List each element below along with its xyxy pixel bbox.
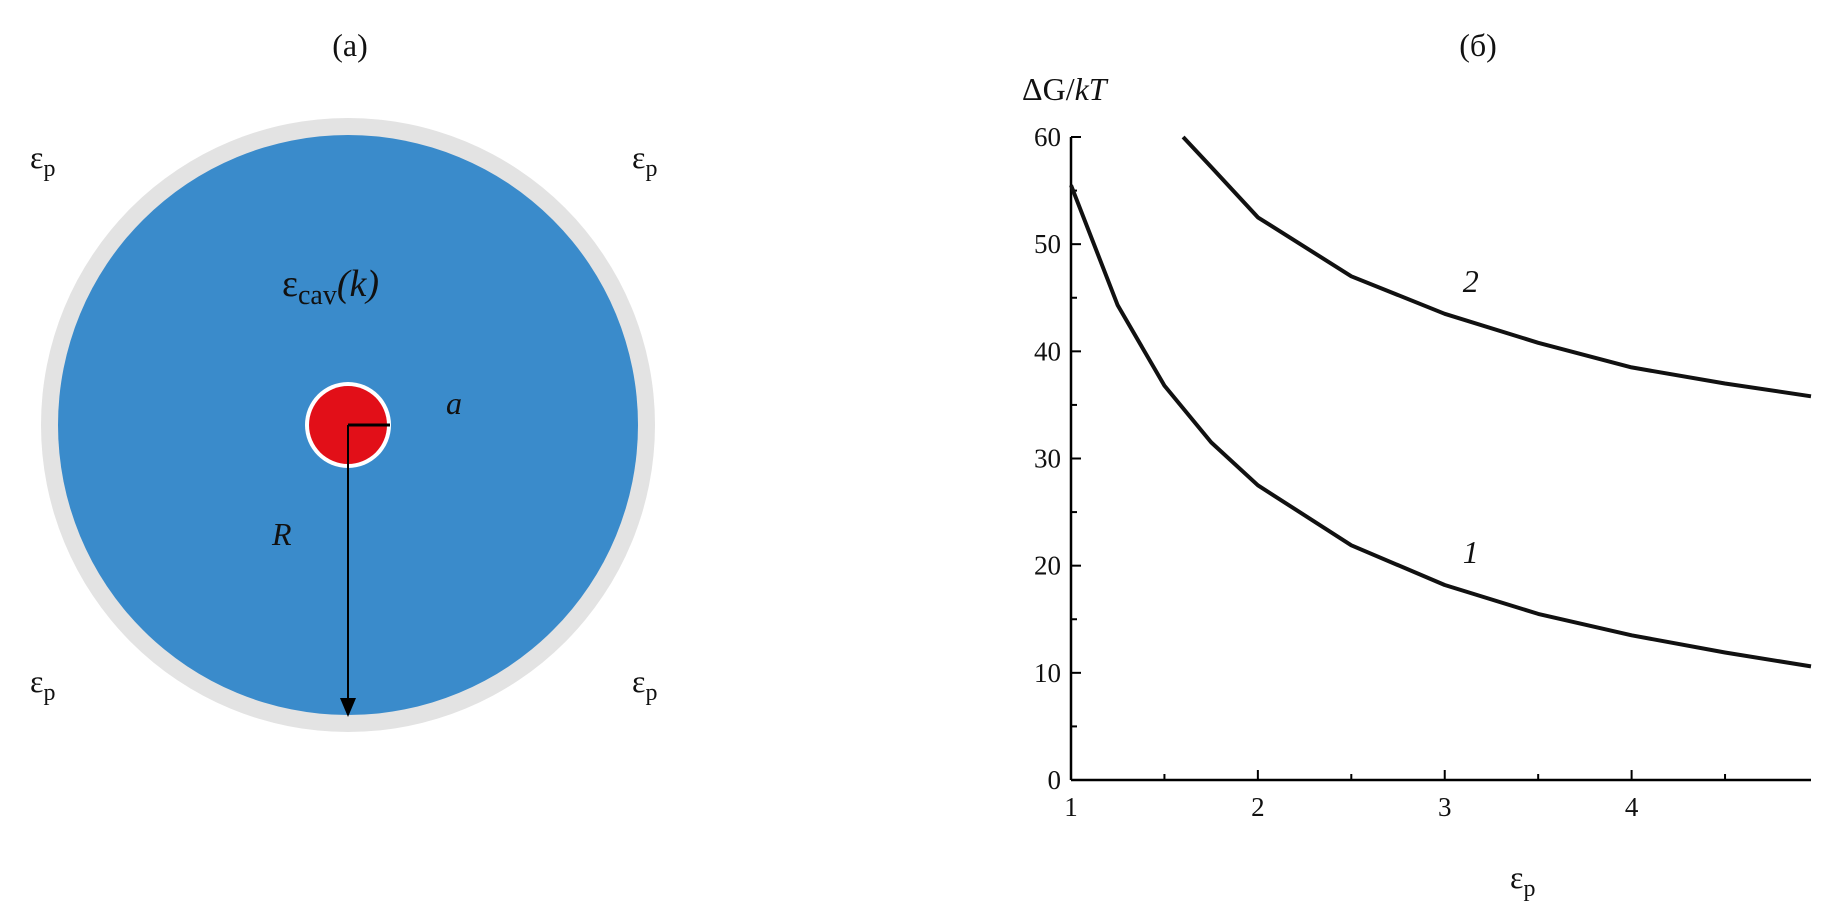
y-tick-label: 10 xyxy=(1034,658,1061,688)
x-tick-label: 4 xyxy=(1625,792,1639,822)
medium-label: εp xyxy=(30,139,55,182)
x-axis-label-sub: p xyxy=(1523,876,1535,902)
x-tick-label: 1 xyxy=(1064,792,1078,822)
medium-label: εp xyxy=(632,663,657,706)
y-label-base: ΔG/ xyxy=(1022,71,1075,107)
cavity-sub: cav xyxy=(298,280,337,311)
x-tick-label: 2 xyxy=(1251,792,1265,822)
y-axis-label: ΔG/kT xyxy=(1022,71,1109,107)
outer-radius-label: R xyxy=(271,516,292,552)
x-tick-label: 3 xyxy=(1438,792,1452,822)
y-label-italic: kT xyxy=(1075,71,1109,107)
medium-label-base: ε xyxy=(30,139,43,175)
medium-label-sub: p xyxy=(645,680,657,706)
x-axis-label: εp xyxy=(1510,859,1535,902)
series-label: 2 xyxy=(1463,263,1479,299)
x-axis-label-base: ε xyxy=(1510,859,1523,895)
cavity-label: εcav(k) xyxy=(282,263,379,311)
medium-label-sub: p xyxy=(43,156,55,182)
cavity-eps: ε xyxy=(282,263,298,305)
medium-label-base: ε xyxy=(30,663,43,699)
y-tick-label: 50 xyxy=(1034,229,1061,259)
y-tick-label: 0 xyxy=(1048,765,1062,795)
medium-label-base: ε xyxy=(632,139,645,175)
medium-label-base: ε xyxy=(632,663,645,699)
cavity-arg: (k) xyxy=(337,263,379,305)
inner-radius-label: a xyxy=(446,385,462,421)
series-line xyxy=(1069,184,1812,669)
medium-label: εp xyxy=(30,663,55,706)
arrow-head xyxy=(340,698,356,717)
medium-label: εp xyxy=(632,139,657,182)
panel-title: (б) xyxy=(1459,27,1497,63)
series-label: 1 xyxy=(1463,534,1479,570)
panel-title: (a) xyxy=(332,27,368,63)
y-tick-label: 20 xyxy=(1034,551,1061,581)
medium-label-sub: p xyxy=(43,680,55,706)
series-line xyxy=(1181,135,1812,399)
chart: (б) 0 10 20 30 40 50 60 1 2 3 4 ΔG/kT εp 1 2 xyxy=(1022,27,1812,902)
medium-label-sub: p xyxy=(645,156,657,182)
y-tick-label: 60 xyxy=(1034,122,1061,152)
y-tick-label: 40 xyxy=(1034,336,1061,366)
y-tick-label: 30 xyxy=(1034,444,1061,474)
